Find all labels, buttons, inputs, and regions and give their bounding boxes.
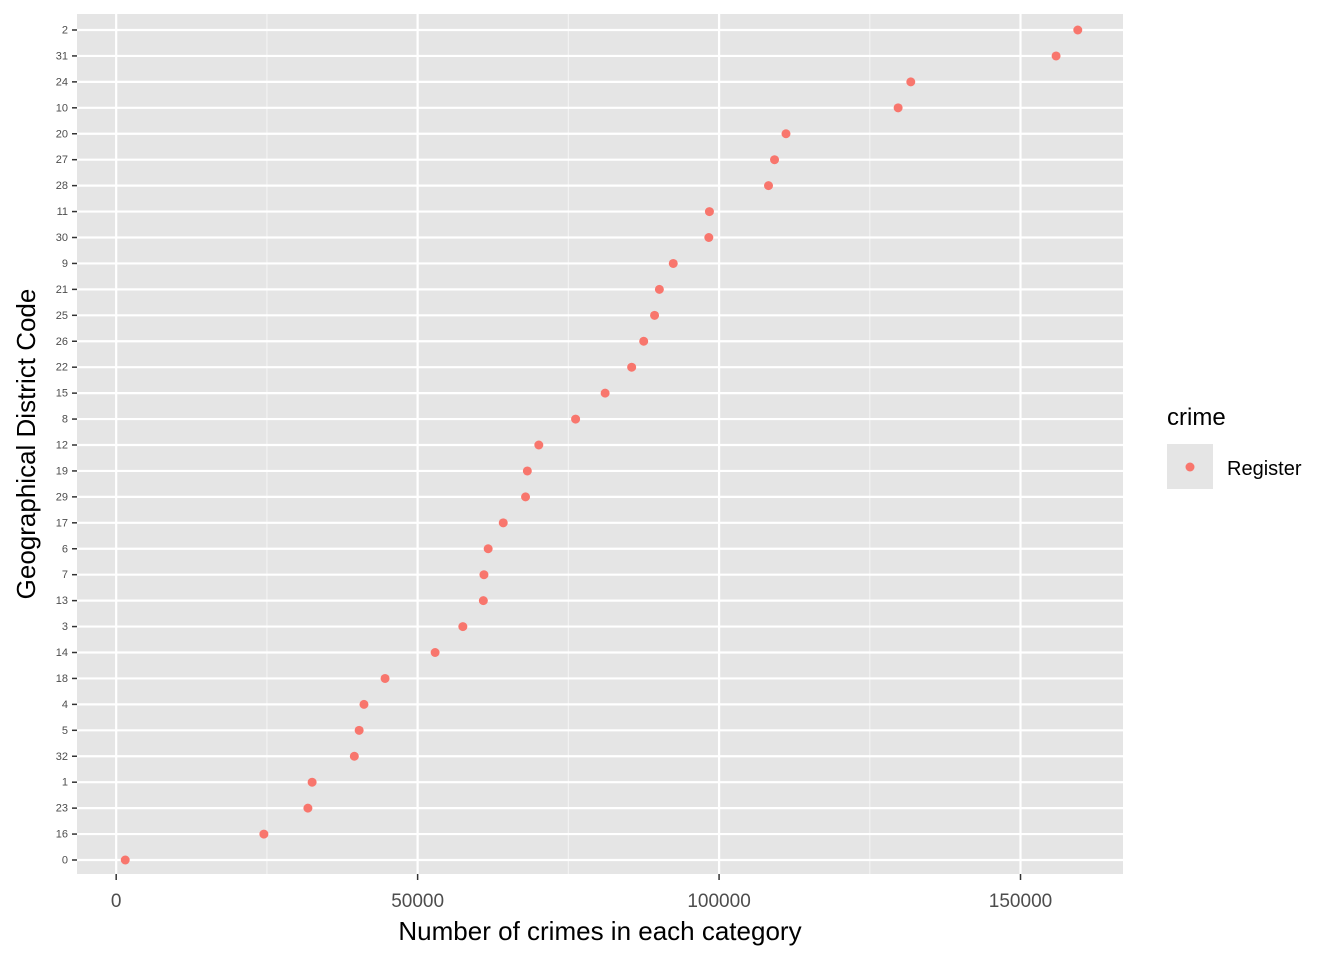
y-tick-label: 11: [57, 206, 68, 218]
y-tick-label: 15: [56, 388, 68, 400]
data-point: [654, 284, 664, 294]
data-point: [521, 492, 531, 502]
legend-title: crime: [1167, 404, 1226, 431]
data-point: [668, 258, 678, 268]
x-tick-label: 50000: [391, 891, 444, 912]
y-tick-label: 10: [56, 102, 68, 114]
data-point: [478, 596, 488, 606]
y-tick-label: 24: [56, 76, 68, 88]
data-point: [359, 699, 369, 709]
data-point: [483, 544, 493, 554]
y-tick-label: 6: [62, 543, 68, 555]
x-tick-label: 100000: [687, 891, 750, 912]
data-point: [893, 103, 903, 113]
data-point: [120, 855, 130, 865]
y-axis-ticks: 0162313254181431376172919128152226252193…: [56, 25, 77, 867]
y-tick-label: 2: [62, 25, 68, 37]
data-point: [600, 388, 610, 398]
data-point: [1051, 51, 1061, 61]
y-tick-label: 12: [56, 440, 68, 452]
data-point: [380, 673, 390, 683]
legend-key-point: [1185, 462, 1195, 472]
y-tick-label: 29: [56, 491, 68, 503]
data-point: [627, 362, 637, 372]
data-point: [770, 155, 780, 165]
data-point: [704, 207, 714, 217]
y-tick-label: 9: [62, 258, 68, 270]
y-tick-label: 28: [56, 180, 68, 192]
y-tick-label: 0: [62, 855, 68, 867]
data-point: [430, 648, 440, 657]
y-tick-label: 32: [56, 751, 68, 763]
data-point: [1073, 25, 1083, 35]
data-point: [307, 777, 317, 787]
data-point: [354, 725, 364, 735]
y-tick-label: 5: [62, 725, 68, 737]
y-tick-label: 21: [56, 284, 68, 296]
y-tick-label: 13: [56, 595, 68, 607]
data-point: [498, 518, 508, 528]
data-point: [458, 622, 468, 632]
y-tick-label: 4: [62, 699, 68, 711]
x-tick-label: 0: [111, 891, 122, 912]
y-tick-label: 14: [56, 647, 68, 659]
data-point: [534, 440, 544, 450]
data-point: [479, 570, 489, 580]
y-tick-label: 17: [56, 517, 68, 529]
y-tick-label: 8: [62, 414, 68, 426]
data-point: [571, 414, 581, 424]
y-tick-label: 3: [62, 621, 68, 633]
y-tick-label: 18: [56, 673, 68, 685]
data-point: [704, 233, 714, 242]
y-tick-label: 26: [56, 336, 68, 348]
y-tick-label: 30: [56, 232, 68, 244]
y-tick-label: 27: [56, 154, 68, 166]
y-tick-label: 16: [56, 829, 68, 841]
data-point: [764, 181, 774, 191]
major-gridlines: [77, 14, 1123, 874]
y-tick-label: 22: [56, 362, 68, 374]
data-point: [303, 803, 313, 813]
y-tick-label: 25: [56, 310, 68, 322]
y-tick-label: 19: [56, 465, 68, 477]
data-point: [349, 751, 359, 761]
data-point: [906, 77, 916, 87]
data-points: [120, 25, 1083, 865]
data-point: [522, 466, 532, 476]
y-tick-label: 20: [56, 128, 68, 140]
legend: crime Register: [1167, 404, 1302, 489]
data-point: [259, 829, 269, 839]
x-axis-ticks: 0 50000 100000 150000: [111, 874, 1052, 912]
x-axis-title: Number of crimes in each category: [398, 916, 801, 946]
data-point: [650, 310, 660, 320]
y-tick-label: 23: [56, 803, 68, 815]
legend-label: Register: [1227, 458, 1302, 480]
y-tick-label: 31: [56, 50, 68, 62]
y-axis-title: Geographical District Code: [11, 289, 41, 600]
data-point: [781, 129, 791, 139]
x-tick-label: 150000: [989, 891, 1052, 912]
y-tick-label: 7: [62, 569, 68, 581]
data-point: [639, 336, 649, 346]
y-tick-label: 1: [62, 777, 68, 789]
